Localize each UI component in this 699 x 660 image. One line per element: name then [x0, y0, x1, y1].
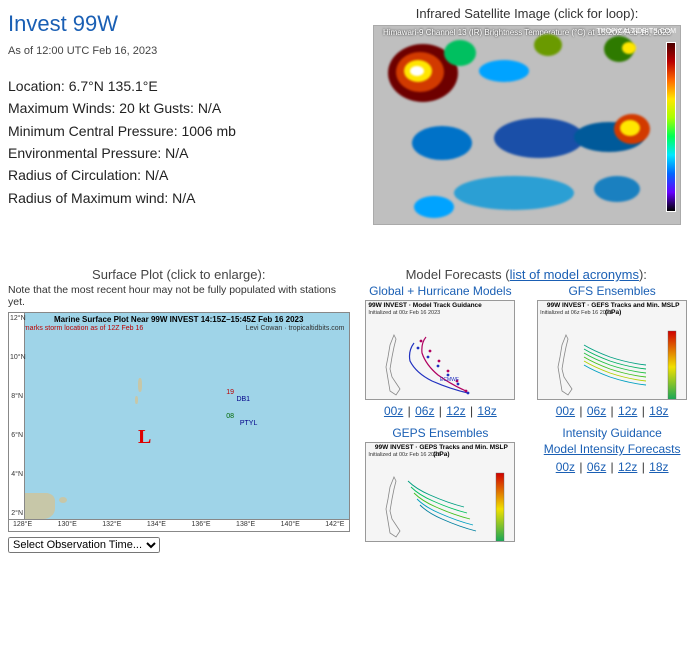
model-label: GFS Ensembles: [533, 284, 691, 298]
storm-stat-line: Radius of Maximum wind: N/A: [8, 187, 363, 209]
surface-header: Surface Plot (click to enlarge):: [8, 267, 350, 282]
storm-stat-line: Radius of Circulation: N/A: [8, 164, 363, 186]
model-time-link[interactable]: 06z: [587, 404, 606, 418]
storm-stat-line: Environmental Pressure: N/A: [8, 142, 363, 164]
model-forecast-cell: GEPS Ensembles 99W INVEST · GEPS Tracks a…: [362, 426, 520, 542]
y-tick-label: 6°N: [10, 432, 23, 439]
surface-plot-image[interactable]: Marine Surface Plot Near 99W INVEST 14:1…: [8, 312, 350, 532]
station-label: 08: [226, 413, 234, 420]
model-thumb-sub: Initialized at 00z Feb 16 2023: [368, 310, 440, 316]
surface-plot-sub: "L" marks storm location as of 12Z Feb 1…: [13, 325, 143, 332]
model-thumb-sub: Initialized at 00z Feb 16 2023: [368, 452, 440, 458]
observation-time-select[interactable]: Select Observation Time...: [8, 537, 160, 553]
x-tick-label: 132°E: [102, 521, 121, 530]
surface-note: Note that the most recent hour may not b…: [8, 284, 350, 308]
model-time-link[interactable]: 12z: [446, 404, 465, 418]
surface-y-axis: 12°N 10°N 8°N 6°N 4°N 2°N: [9, 313, 25, 519]
station-label: PTYL: [240, 420, 258, 427]
model-thumb-title: 99W INVEST · Model Track Guidance: [368, 302, 481, 309]
model-time-link[interactable]: 18z: [477, 404, 496, 418]
y-tick-label: 4°N: [10, 471, 23, 478]
model-forecast-cell: GFS Ensembles 99W INVEST · GEFS Tracks an…: [533, 284, 691, 418]
x-tick-label: 142°E: [325, 521, 344, 530]
model-time-link[interactable]: 06z: [587, 460, 606, 474]
mf-header-pre: Model Forecasts (: [406, 267, 510, 282]
storm-stat-line: Minimum Central Pressure: 1006 mb: [8, 120, 363, 142]
model-label: GEPS Ensembles: [362, 426, 520, 440]
landmass-icon: [59, 497, 67, 503]
y-tick-label: 2°N: [10, 510, 23, 517]
x-tick-label: 128°E: [13, 521, 32, 530]
ir-header: Infrared Satellite Image (click for loop…: [363, 6, 691, 21]
x-tick-label: 130°E: [58, 521, 77, 530]
model-time-links: 00z | 06z | 12z | 18z: [533, 404, 691, 418]
y-tick-label: 10°N: [10, 354, 23, 361]
storm-title: Invest 99W: [8, 6, 363, 41]
storm-stats-list: Location: 6.7°N 135.1°EMaximum Winds: 20…: [8, 75, 363, 209]
model-thumb-sub: Initialized at 06z Feb 16 2023: [540, 310, 612, 316]
model-thumb[interactable]: 99W INVEST · Model Track GuidanceInitial…: [365, 300, 515, 400]
y-tick-label: 8°N: [10, 393, 23, 400]
intensity-forecasts-link[interactable]: Model Intensity Forecasts: [544, 442, 681, 456]
x-tick-label: 138°E: [236, 521, 255, 530]
station-label: DB1: [236, 396, 250, 403]
model-forecast-cell: Intensity Guidance Model Intensity Foreca…: [533, 426, 691, 542]
model-label: Intensity Guidance: [533, 426, 691, 440]
model-time-links: 00z | 06z | 12z | 18z: [362, 404, 520, 418]
model-time-link[interactable]: 18z: [649, 404, 668, 418]
model-time-link[interactable]: 18z: [649, 460, 668, 474]
svg-text:ECMWF: ECMWF: [440, 377, 459, 383]
model-time-link[interactable]: 00z: [556, 404, 575, 418]
model-time-link[interactable]: 00z: [556, 460, 575, 474]
model-forecast-cell: Global + Hurricane Models 99W INVEST · Mo…: [362, 284, 520, 418]
model-time-link[interactable]: 06z: [415, 404, 434, 418]
mf-header-post: ):: [639, 267, 647, 282]
ir-cloud-blob: [444, 40, 476, 66]
ir-cloud-blob: [534, 34, 562, 56]
surface-plot-title: Marine Surface Plot Near 99W INVEST 14:1…: [9, 315, 349, 324]
ir-cloud-blob: [620, 120, 640, 136]
storm-asof: As of 12:00 UTC Feb 16, 2023: [8, 43, 363, 61]
model-thumb[interactable]: 99W INVEST · GEFS Tracks and Min. MSLP (…: [537, 300, 687, 400]
ir-cloud-blob: [494, 118, 584, 158]
ir-cloud-blob: [479, 60, 529, 82]
x-tick-label: 134°E: [147, 521, 166, 530]
y-tick-label: 12°N: [10, 315, 23, 322]
storm-stat-line: Maximum Winds: 20 kt Gusts: N/A: [8, 97, 363, 119]
model-time-links: 00z | 06z | 12z | 18z: [533, 460, 691, 474]
storm-stat-line: Location: 6.7°N 135.1°E: [8, 75, 363, 97]
ir-cloud-blob: [414, 196, 454, 218]
station-label: 19: [226, 389, 234, 396]
storm-info-panel: Invest 99W As of 12:00 UTC Feb 16, 2023 …: [8, 6, 363, 225]
model-forecasts-header: Model Forecasts (list of model acronyms)…: [362, 267, 692, 282]
ir-colorbar: [666, 42, 676, 212]
model-acronyms-link[interactable]: list of model acronyms: [510, 267, 639, 282]
x-tick-label: 140°E: [281, 521, 300, 530]
model-thumb[interactable]: 99W INVEST · GEPS Tracks and Min. MSLP (…: [365, 442, 515, 542]
ir-cloud-blob: [410, 66, 424, 76]
storm-location-marker: L: [138, 426, 151, 449]
ir-cloud-blob: [594, 176, 640, 202]
surface-plot-credit: Levi Cowan · tropicaltidbits.com: [246, 325, 345, 332]
model-time-link[interactable]: 00z: [384, 404, 403, 418]
ir-satellite-image[interactable]: Himawari-9 Channel 13 (IR) Brightness Te…: [373, 25, 681, 225]
model-label: Global + Hurricane Models: [362, 284, 520, 298]
ir-cloud-blob: [622, 42, 636, 54]
landmass-icon: [138, 378, 142, 392]
model-time-link[interactable]: 12z: [618, 460, 637, 474]
ir-image-credit: TROPICALTIDBITS.COM: [596, 28, 676, 35]
surface-x-axis: 128°E 130°E 132°E 134°E 136°E 138°E 140°E 142°E: [9, 519, 349, 531]
landmass-icon: [25, 493, 55, 519]
landmass-icon: [135, 396, 138, 404]
model-time-link[interactable]: 12z: [618, 404, 637, 418]
ir-satellite-block: Infrared Satellite Image (click for loop…: [363, 6, 691, 225]
ir-cloud-blob: [454, 176, 574, 210]
x-tick-label: 136°E: [191, 521, 210, 530]
ir-cloud-blob: [412, 126, 472, 160]
